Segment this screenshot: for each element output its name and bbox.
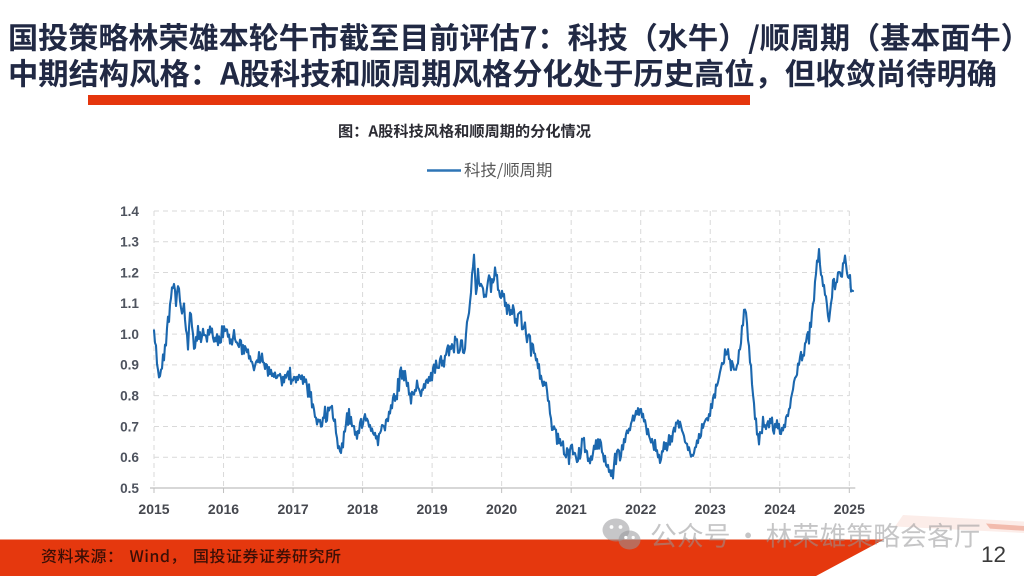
svg-text:1.4: 1.4 bbox=[120, 204, 139, 219]
svg-text:2016: 2016 bbox=[208, 501, 239, 517]
svg-text:2017: 2017 bbox=[278, 501, 309, 517]
svg-text:0.7: 0.7 bbox=[120, 419, 139, 434]
svg-text:0.9: 0.9 bbox=[120, 358, 139, 373]
svg-text:2022: 2022 bbox=[625, 501, 656, 517]
svg-text:2018: 2018 bbox=[347, 501, 378, 517]
svg-text:0.5: 0.5 bbox=[120, 481, 139, 496]
svg-text:2025: 2025 bbox=[834, 501, 865, 517]
svg-text:2021: 2021 bbox=[556, 501, 587, 517]
svg-text:2020: 2020 bbox=[486, 501, 517, 517]
svg-text:2019: 2019 bbox=[417, 501, 448, 517]
svg-text:2023: 2023 bbox=[695, 501, 726, 517]
svg-text:1.2: 1.2 bbox=[120, 265, 139, 280]
svg-text:0.6: 0.6 bbox=[120, 450, 139, 465]
svg-text:1.0: 1.0 bbox=[120, 327, 139, 342]
svg-text:1.3: 1.3 bbox=[120, 235, 139, 250]
svg-text:12: 12 bbox=[981, 542, 1006, 567]
svg-text:1.1: 1.1 bbox=[120, 296, 139, 311]
svg-text:2024: 2024 bbox=[764, 501, 795, 517]
svg-text:0.8: 0.8 bbox=[120, 389, 139, 404]
svg-text:2015: 2015 bbox=[138, 501, 169, 517]
